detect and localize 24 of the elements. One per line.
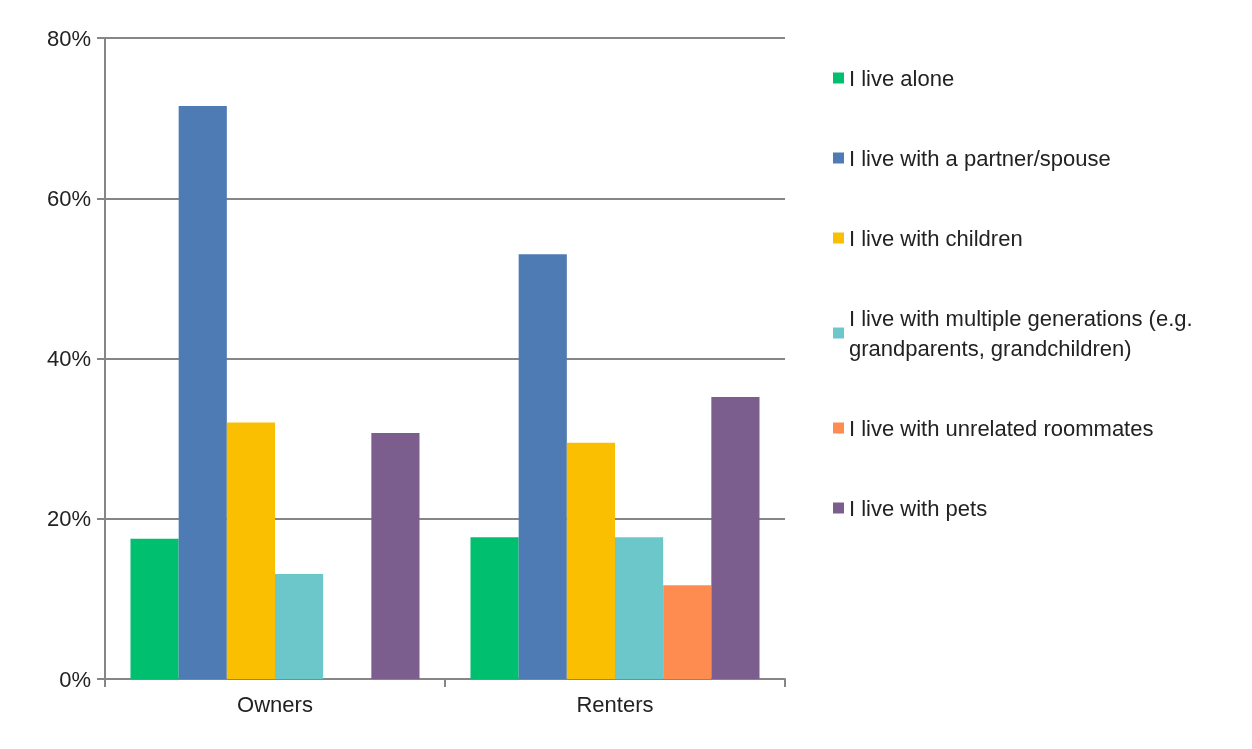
legend-label: I live alone — [849, 65, 955, 91]
legend-label: I live with unrelated roommates — [849, 415, 1154, 441]
bar — [566, 442, 615, 679]
legend-label: I live with a partner/spouse — [849, 145, 1111, 171]
legend-label: I live with multiple generations (e.g. grandparents, grandchildren) — [849, 305, 1199, 361]
legend-label: I live with pets — [849, 495, 988, 521]
y-tick-label: 60% — [46, 185, 91, 211]
bar — [275, 574, 324, 679]
bar — [615, 537, 664, 679]
y-tick-label: 20% — [46, 506, 91, 532]
bar — [518, 254, 567, 679]
bar — [130, 538, 179, 679]
bar — [371, 433, 420, 679]
bar — [226, 422, 275, 679]
x-tick-label: Owners — [237, 691, 313, 717]
x-tick-label: Renters — [576, 691, 654, 717]
legend-label: I live with children — [849, 225, 1023, 251]
bar — [711, 396, 760, 679]
bar — [470, 537, 519, 679]
y-tick-label: 80% — [46, 25, 91, 51]
y-tick-label: 0% — [59, 666, 91, 692]
bar — [178, 106, 227, 679]
bar — [663, 585, 712, 679]
y-tick-label: 40% — [46, 346, 91, 371]
